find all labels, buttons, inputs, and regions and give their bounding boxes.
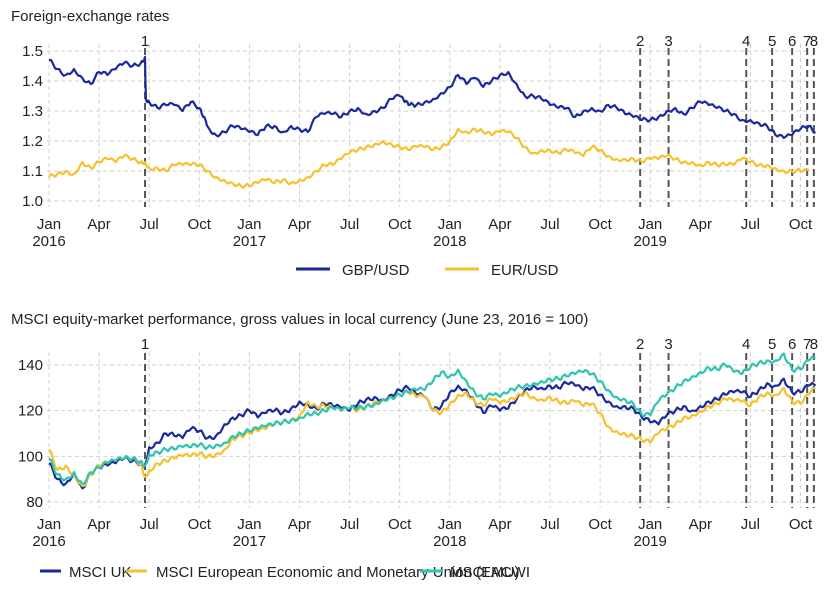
x-tick-label: Jul <box>140 516 159 533</box>
chart2-event-lines: 1 2 3 4 5 6 78 <box>141 336 818 508</box>
series-line-eur-usd <box>48 127 810 189</box>
event-label-1: 1 <box>141 33 149 50</box>
event-label-3: 3 <box>664 336 672 353</box>
event-label-5: 5 <box>768 336 776 353</box>
x-tick-year-label: 2018 <box>433 533 466 550</box>
x-tick-label: Jul <box>340 516 359 533</box>
legend-label-msci-acwi: MSCI ACWI <box>450 564 530 581</box>
x-tick-label: Jan <box>438 216 462 233</box>
x-tick-label: Apr <box>87 516 110 533</box>
x-tick-label: Oct <box>588 216 612 233</box>
x-tick-label: Oct <box>188 516 212 533</box>
event-label-6: 6 <box>788 33 796 50</box>
chart1-grid <box>47 44 809 207</box>
event-label-5: 5 <box>768 33 776 50</box>
chart2-title: MSCI equity-market performance, gross va… <box>11 311 588 328</box>
x-tick-label: Apr <box>288 216 311 233</box>
y-tick-label: 1.5 <box>22 43 43 60</box>
event-label-3: 3 <box>664 33 672 50</box>
chart2-grid <box>47 352 809 508</box>
series-line-gbp-usd <box>48 55 816 140</box>
y-tick-label: 120 <box>18 403 43 420</box>
chart2-series <box>48 352 817 490</box>
event-label-7: 7 <box>803 33 811 50</box>
x-tick-label: Oct <box>388 516 412 533</box>
x-tick-year-label: 2018 <box>433 233 466 250</box>
y-tick-label: 1.2 <box>22 133 43 150</box>
event-label-1: 1 <box>141 336 149 353</box>
y-tick-label: 1.0 <box>22 193 43 210</box>
chart2-legend: MSCI UK MSCI European Economic and Monet… <box>40 564 530 581</box>
chart1-legend: GBP/USD EUR/USD <box>296 262 559 279</box>
y-tick-label: 1.1 <box>22 163 43 180</box>
x-tick-label: Oct <box>188 216 212 233</box>
x-tick-label: Jul <box>540 216 559 233</box>
chart1-event-lines: 1 2 3 4 5 6 78 <box>141 33 818 207</box>
x-tick-label: Oct <box>588 516 612 533</box>
event-label-4: 4 <box>742 33 750 50</box>
legend-label-msci-emu: MSCI European Economic and Monetary Unio… <box>156 564 520 581</box>
event-label-8: 8 <box>810 33 818 50</box>
x-tick-label: Oct <box>789 216 813 233</box>
x-tick-year-label: 2019 <box>634 233 667 250</box>
y-tick-label: 100 <box>18 448 43 465</box>
legend-label-msci-uk: MSCI UK <box>69 564 132 581</box>
chart1-y-axis: 1.0 1.1 1.2 1.3 1.4 1.5 <box>22 43 43 210</box>
event-label-8: 8 <box>810 336 818 353</box>
x-tick-label: Jul <box>540 516 559 533</box>
x-tick-year-label: 2019 <box>634 533 667 550</box>
x-tick-label: Apr <box>288 516 311 533</box>
chart1-title: Foreign-exchange rates <box>11 8 169 25</box>
x-tick-label: Jul <box>140 216 159 233</box>
x-tick-label: Oct <box>789 516 813 533</box>
x-tick-label: Apr <box>689 516 712 533</box>
x-tick-year-label: 2017 <box>233 533 266 550</box>
x-tick-label: Apr <box>488 516 511 533</box>
event-label-6: 6 <box>788 336 796 353</box>
x-tick-label: Oct <box>388 216 412 233</box>
x-tick-label: Apr <box>689 216 712 233</box>
y-tick-label: 1.4 <box>22 73 43 90</box>
x-tick-year-label: 2017 <box>233 233 266 250</box>
x-tick-label: Jan <box>237 216 261 233</box>
series-line-msci-acwi <box>48 352 816 485</box>
x-tick-year-label: 2016 <box>32 233 65 250</box>
x-tick-label: Jul <box>340 216 359 233</box>
x-tick-label: Jul <box>741 516 760 533</box>
event-label-4: 4 <box>742 336 750 353</box>
y-tick-label: 1.3 <box>22 103 43 120</box>
x-tick-label: Jul <box>741 216 760 233</box>
chart2-y-axis: 80 100 120 140 <box>18 357 43 511</box>
x-tick-label: Jan <box>638 516 662 533</box>
x-tick-label: Apr <box>87 216 110 233</box>
x-tick-label: Apr <box>488 216 511 233</box>
x-tick-label: Jan <box>237 516 261 533</box>
x-tick-label: Jan <box>37 516 61 533</box>
legend-label-gbp-usd: GBP/USD <box>342 262 410 279</box>
x-tick-label: Jan <box>438 516 462 533</box>
series-line-msci-european-economic-and-monetary-union-emu <box>48 386 816 488</box>
event-label-7: 7 <box>803 336 811 353</box>
chart1-series <box>48 55 816 189</box>
y-tick-label: 140 <box>18 357 43 374</box>
event-label-2: 2 <box>636 33 644 50</box>
x-tick-year-label: 2016 <box>32 533 65 550</box>
legend-label-eur-usd: EUR/USD <box>491 262 559 279</box>
x-tick-label: Jan <box>37 216 61 233</box>
event-label-2: 2 <box>636 336 644 353</box>
x-tick-label: Jan <box>638 216 662 233</box>
y-tick-label: 80 <box>26 494 43 511</box>
